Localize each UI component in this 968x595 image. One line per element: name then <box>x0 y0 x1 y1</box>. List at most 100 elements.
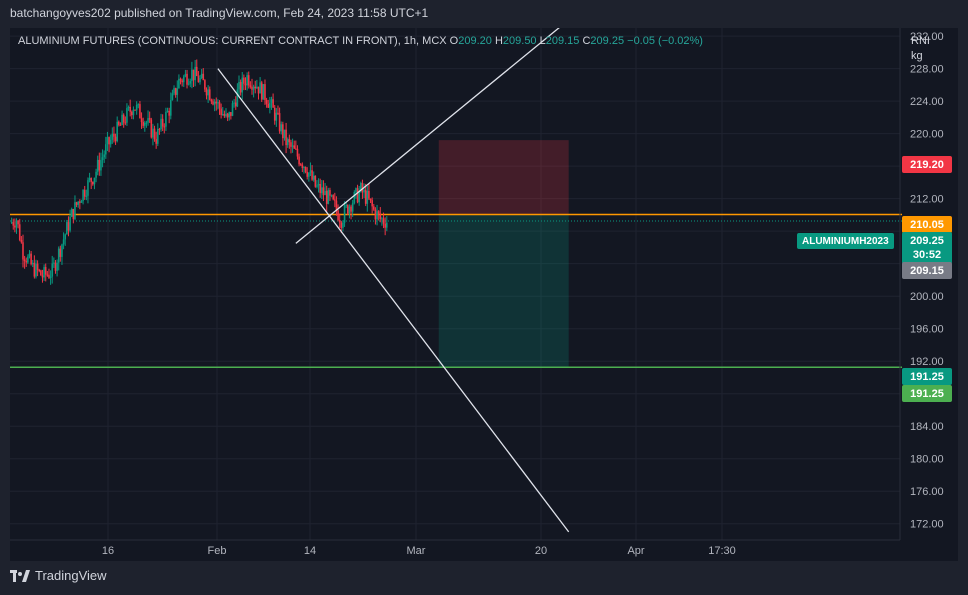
candle-body <box>10 222 13 224</box>
candle-body <box>12 222 15 226</box>
last-price-tag: 209.25 30:52 <box>902 232 952 264</box>
candle-body <box>200 73 203 78</box>
candle-body <box>27 256 29 263</box>
candle-body <box>265 99 268 104</box>
candle-body <box>150 119 153 138</box>
candle-body <box>236 89 239 107</box>
candle-body <box>325 190 328 204</box>
candle-body <box>262 84 265 100</box>
candle-body <box>220 108 222 115</box>
candle-body <box>113 133 115 137</box>
candle-body <box>163 126 166 128</box>
candle-body <box>317 184 320 186</box>
candle-body <box>148 118 151 120</box>
candle-body <box>85 195 88 197</box>
candle-body <box>270 99 273 103</box>
candle-body <box>239 81 242 93</box>
candle-body <box>360 183 362 192</box>
candle-body <box>121 114 123 126</box>
candle-body <box>195 66 198 77</box>
candle-body <box>254 86 257 89</box>
target-price-tag: 191.25 <box>902 368 952 385</box>
candle-body <box>69 216 71 231</box>
candle-body <box>348 206 351 214</box>
candle-body <box>35 263 37 277</box>
stop-price-tag: 219.20 <box>902 156 952 173</box>
candle-body <box>311 170 313 180</box>
candle-body <box>282 124 284 139</box>
candle-body <box>208 89 211 100</box>
candle-body <box>234 102 237 107</box>
candle-body <box>66 222 68 235</box>
candle-body <box>366 190 369 204</box>
candle-body <box>269 102 271 108</box>
candle-body <box>153 128 156 140</box>
candle-body <box>207 89 209 96</box>
candle-body <box>36 263 39 270</box>
candle-body <box>96 159 99 172</box>
candle-body <box>347 205 349 214</box>
candle-body <box>23 259 26 261</box>
candle-body <box>303 166 305 169</box>
candle-body <box>259 82 261 94</box>
candle-body <box>197 76 200 83</box>
candle-body <box>57 248 60 263</box>
y-tick-label: 172.00 <box>910 519 944 531</box>
candle-body <box>74 202 76 220</box>
candle-body <box>142 122 144 126</box>
candle-body <box>173 88 175 94</box>
footer: TradingView <box>10 568 107 583</box>
candle-body <box>67 222 70 231</box>
candle-body <box>327 190 330 204</box>
candle-body <box>379 213 382 219</box>
candle-body <box>372 206 375 210</box>
candle-body <box>343 205 346 223</box>
candle-body <box>72 209 75 220</box>
position-zones <box>438 140 569 368</box>
x-tick-label: Feb <box>208 545 227 557</box>
candle-body <box>186 73 188 85</box>
low-price-tag: 209.15 <box>902 262 952 279</box>
candle-body <box>355 188 357 192</box>
candle-body <box>20 239 23 243</box>
candle-body <box>275 112 278 121</box>
x-tick-label: Mar <box>407 545 426 557</box>
candle-body <box>166 110 169 113</box>
candle-body <box>286 139 289 146</box>
price-chart[interactable]: 172.00176.00180.00184.00188.00192.00196.… <box>10 28 958 561</box>
candle-body <box>80 201 83 203</box>
candle-body <box>83 189 86 197</box>
candle-body <box>147 118 149 123</box>
candle-body <box>350 206 352 212</box>
candle-body <box>322 187 325 196</box>
candle-body <box>304 166 307 172</box>
candle-body <box>114 136 117 142</box>
chart-panel[interactable]: 172.00176.00180.00184.00188.00192.00196.… <box>10 28 958 561</box>
candle-body <box>168 110 170 116</box>
candle-body <box>334 199 336 201</box>
candle-body <box>103 154 105 158</box>
candle-body <box>181 80 183 83</box>
candle-body <box>59 248 62 257</box>
candle-body <box>330 195 333 197</box>
candle-body <box>14 225 16 228</box>
x-tick-label: 14 <box>304 545 316 557</box>
candle-body <box>345 205 347 207</box>
candle-body <box>134 109 136 111</box>
legend-c-value: 209.25 <box>590 35 625 47</box>
candle-body <box>122 114 125 123</box>
y-tick-label: 176.00 <box>910 486 944 498</box>
x-tick-label: Apr <box>627 545 644 557</box>
candle-body <box>119 124 122 126</box>
entry-price-tag: 210.05 <box>902 216 952 233</box>
candle-body <box>225 113 227 117</box>
candle-body <box>290 142 292 147</box>
candle-body <box>93 177 96 185</box>
candle-body <box>192 69 195 81</box>
candle-body <box>244 83 247 86</box>
y-tick-label: 196.00 <box>910 324 944 336</box>
candle-body <box>361 183 364 193</box>
candle-body <box>217 102 219 104</box>
candle-body <box>273 107 276 121</box>
candle-body <box>64 234 67 240</box>
